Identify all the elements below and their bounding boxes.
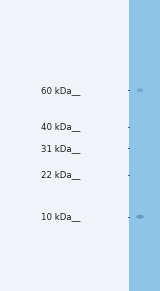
Text: 31 kDa__: 31 kDa__ [41, 144, 80, 153]
Text: 60 kDa__: 60 kDa__ [41, 86, 80, 95]
Ellipse shape [137, 88, 143, 92]
Text: 40 kDa__: 40 kDa__ [41, 122, 80, 131]
Text: 22 kDa__: 22 kDa__ [41, 170, 80, 179]
Text: 10 kDa__: 10 kDa__ [41, 212, 80, 221]
Ellipse shape [136, 215, 144, 219]
Bar [129, 0, 160, 291]
